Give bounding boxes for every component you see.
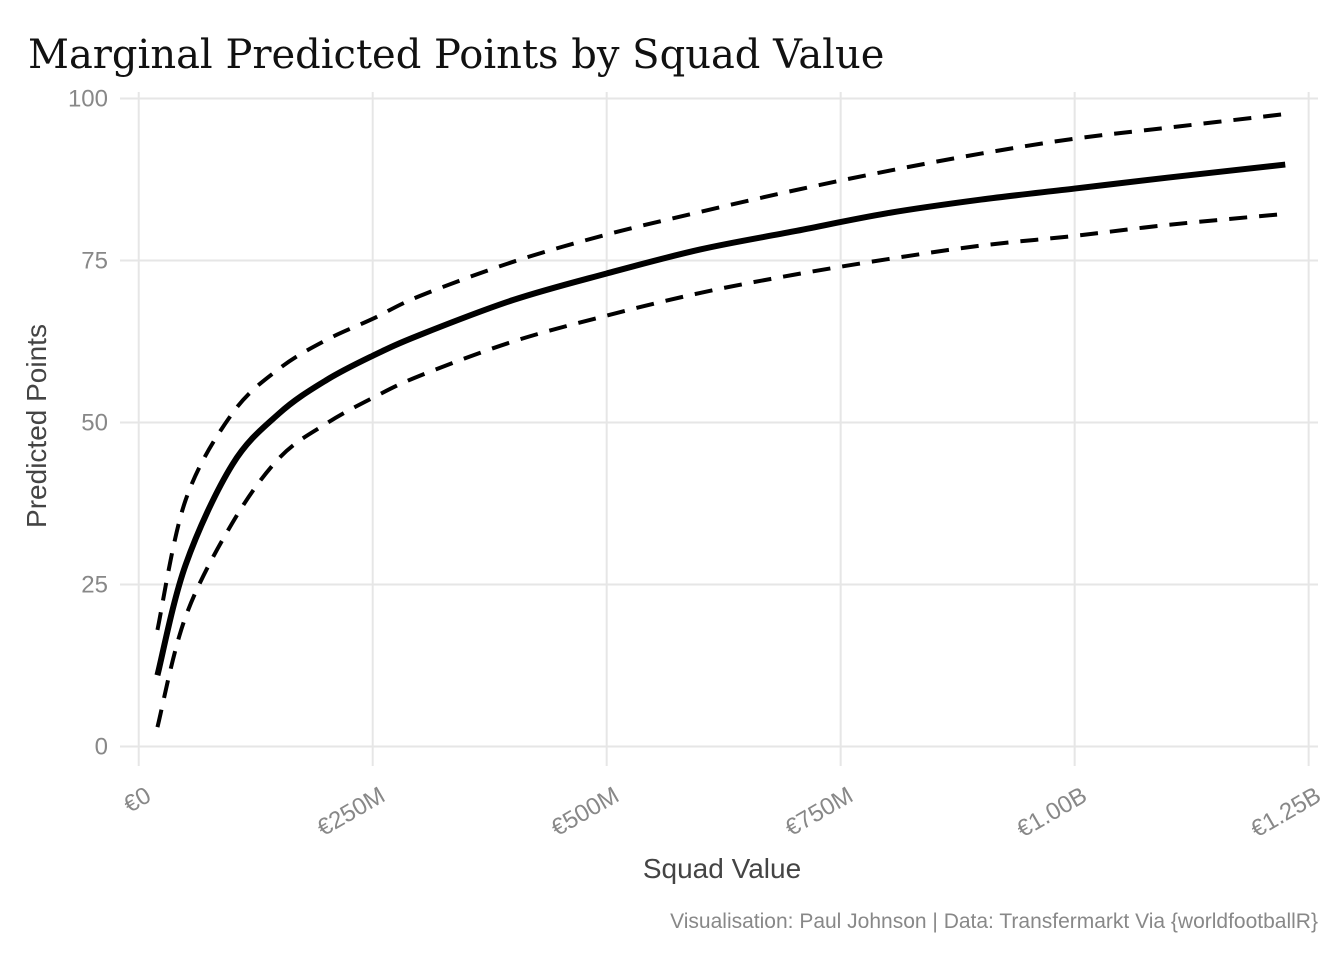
lower-bound-line [155,211,1286,728]
tick-labels: 0 25 50 75 100 €0 €250M €500M €750M €1.00B €1.25B [68,85,1326,843]
series-layer [154,112,1286,728]
x-tick-label: €750M [781,782,858,842]
x-axis-title: Squad Value [643,853,801,884]
y-tick-label: 75 [81,248,108,275]
x-tick-label: €1.25B [1246,782,1325,843]
x-tick-label: €1.00B [1012,782,1091,843]
x-tick-label: €500M [547,782,624,842]
y-tick-label: 0 [95,734,108,761]
grid [120,92,1318,766]
caption: Visualisation: Paul Johnson | Data: Tran… [670,910,1318,933]
fit-line [154,161,1286,677]
x-tick-label: €250M [313,782,390,842]
y-tick-label: 25 [81,572,108,599]
upper-bound-line [155,112,1286,631]
chart-title: Marginal Predicted Points by Squad Value [28,32,884,78]
y-tick-label: 100 [68,85,108,112]
y-axis-title: Predicted Points [21,324,52,528]
y-tick-label: 50 [81,410,108,437]
x-tick-label: €0 [119,782,156,819]
